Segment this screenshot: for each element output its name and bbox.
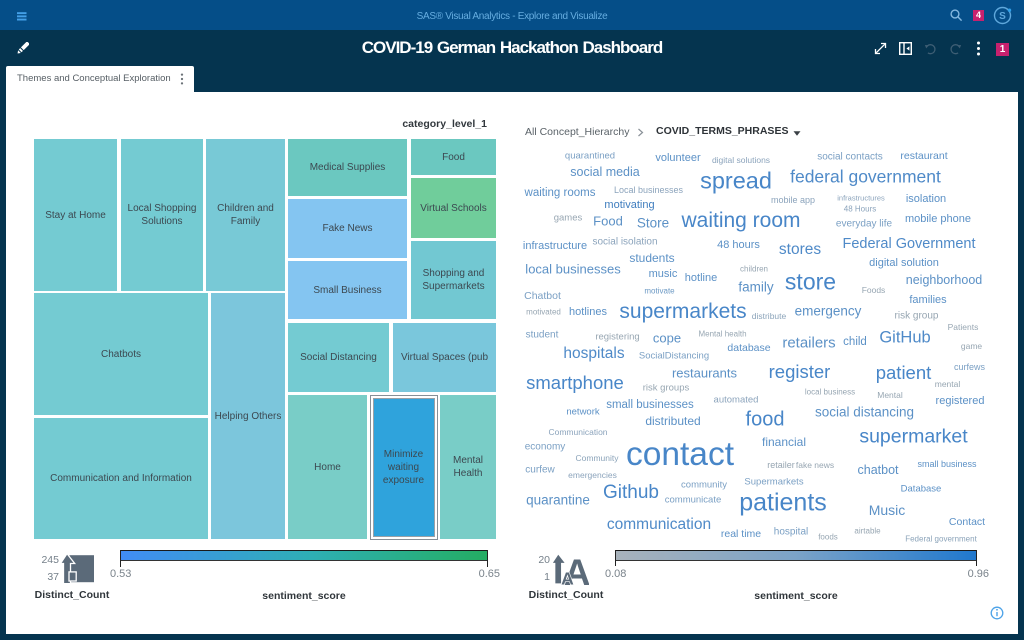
svg-text:S: S <box>999 11 1006 22</box>
svg-text:A: A <box>561 569 574 586</box>
svg-text:A: A <box>564 553 589 586</box>
